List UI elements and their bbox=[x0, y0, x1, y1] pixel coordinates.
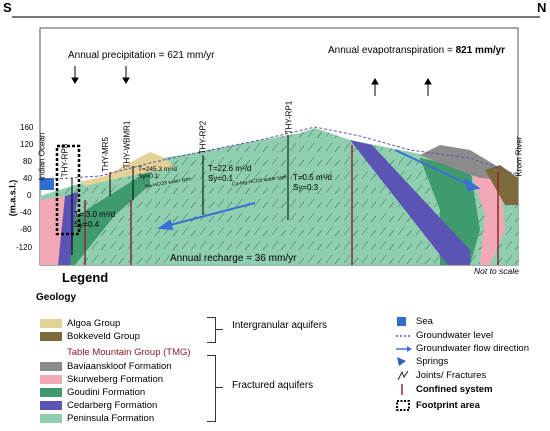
y-tick-m80: -80 bbox=[20, 225, 32, 234]
params-b: T=22.6 m²/d Sy=0.1 bbox=[208, 164, 251, 184]
intergranular-brace bbox=[207, 317, 216, 343]
legend-title: Legend bbox=[62, 270, 109, 285]
params-c-t: T=0.5 m²/d bbox=[293, 173, 332, 182]
params-b-s: Sy=0.1 bbox=[208, 174, 234, 183]
symbol-label: Groundwater level bbox=[416, 330, 494, 341]
evapotranspiration-arrows bbox=[371, 78, 432, 96]
fracture-icon bbox=[396, 370, 412, 381]
symbol-label: Sea bbox=[416, 316, 433, 327]
symbol-label: Springs bbox=[416, 356, 449, 367]
params-b-t: T=22.6 m²/d bbox=[208, 164, 252, 173]
bokkeveld-group bbox=[485, 165, 518, 205]
well-rp1: THY-RP1 bbox=[284, 100, 294, 135]
params-c-s: Sy=0.3 bbox=[293, 183, 319, 192]
south-label: S bbox=[3, 0, 12, 15]
precipitation-label: Annual precipitation = 621 mm/yr bbox=[68, 50, 215, 61]
ocean-label: Indian Ocean bbox=[37, 132, 47, 181]
skurweberg-formation bbox=[40, 196, 65, 265]
params-d-s: Sy=0.4 bbox=[74, 220, 100, 229]
well-lines bbox=[71, 135, 289, 255]
north-label: N bbox=[537, 0, 547, 15]
well-wbmr1: THY-WBMR1 bbox=[122, 120, 132, 169]
evapotranspiration-value: 821 mm/yr bbox=[455, 45, 506, 56]
params-a-s: Sy=0.1 bbox=[138, 173, 159, 180]
algoa-label: Algoa Group bbox=[67, 318, 121, 329]
formation-swatch bbox=[40, 414, 62, 423]
dashed-line-icon bbox=[396, 330, 412, 341]
formation-label: Baviaanskloof Formation bbox=[67, 361, 172, 372]
formation-swatch bbox=[40, 388, 62, 397]
intergranular-tick bbox=[215, 329, 223, 330]
y-tick-m40: -40 bbox=[20, 208, 32, 217]
symbol-label: Joints/ Fractures bbox=[416, 370, 487, 381]
symbol-label: Groundwater flow direction bbox=[416, 343, 529, 354]
cedarberg-formation bbox=[58, 192, 78, 265]
fractured-brace bbox=[207, 355, 216, 422]
bokkeveld-swatch bbox=[40, 332, 62, 341]
baviaanskloof-formation bbox=[420, 145, 505, 180]
groundwater-level bbox=[39, 126, 519, 181]
top-bar bbox=[12, 16, 540, 18]
evapotranspiration-label: Annual evapotranspiration = 821 mm/yr bbox=[328, 45, 505, 56]
y-tick-m120: -120 bbox=[16, 243, 33, 252]
ocean bbox=[40, 178, 54, 190]
geology-title: Geology bbox=[36, 292, 77, 303]
well-rp2: THY-RP2 bbox=[198, 120, 208, 155]
arrow-icon bbox=[396, 343, 412, 354]
algoa-swatch bbox=[40, 319, 62, 328]
params-a-t: T=245.3 m²/d bbox=[138, 166, 177, 173]
fractured-label: Fractured aquifers bbox=[232, 380, 314, 391]
y-tick-120: 120 bbox=[20, 140, 34, 149]
formation-label: Goudini Formation bbox=[67, 387, 146, 398]
params-d: T= 3.0 m²/d Sy=0.4 bbox=[74, 210, 115, 230]
sea-square-icon bbox=[396, 316, 412, 327]
well-mr5: THY-MR5 bbox=[100, 137, 110, 172]
y-tick-80: 80 bbox=[23, 157, 32, 166]
recharge-label: Annual recharge = 36 mm/yr bbox=[170, 253, 297, 264]
y-tick-160: 160 bbox=[20, 123, 34, 132]
tmg-label: Table Mountain Group (TMG) bbox=[67, 347, 191, 358]
flow-arrows bbox=[157, 149, 481, 231]
formation-label: Peninsula Formation bbox=[67, 413, 155, 424]
symbol-label: Confined system bbox=[416, 384, 493, 395]
params-a: T=245.3 m²/d Sy=0.1 bbox=[138, 166, 177, 180]
footprint-area bbox=[55, 144, 81, 236]
formation-label: Skurweberg Formation bbox=[67, 374, 164, 385]
params-d-t: T= 3.0 m²/d bbox=[74, 210, 116, 219]
river-label: Krom River bbox=[514, 136, 524, 177]
evapotranspiration-text: Annual evapotranspiration = bbox=[328, 45, 456, 56]
formation-swatch bbox=[40, 375, 62, 384]
spring-triangle-icon bbox=[396, 356, 412, 367]
bar-icon bbox=[396, 384, 412, 395]
algoa-group bbox=[80, 152, 175, 186]
intergranular-label: Intergranular aquifers bbox=[232, 320, 328, 331]
symbol-label: Footprint area bbox=[416, 400, 480, 411]
scale-note: Not to scale bbox=[474, 266, 519, 276]
well-rp8: THY-RP8 bbox=[60, 143, 70, 178]
dotted-box-icon bbox=[396, 400, 412, 411]
bokkeveld-label: Bokkeveld Group bbox=[67, 331, 140, 342]
y-tick-0: 0 bbox=[27, 191, 32, 200]
confined-bars bbox=[84, 145, 499, 265]
formation-label: Cedarberg Formation bbox=[67, 400, 158, 411]
formation-swatch bbox=[40, 362, 62, 371]
formation-swatch bbox=[40, 401, 62, 410]
fractured-tick bbox=[215, 387, 223, 388]
precipitation-arrows bbox=[71, 66, 130, 84]
cross-section bbox=[39, 27, 519, 266]
params-c: T=0.5 m²/d Sy=0.3 bbox=[293, 173, 332, 193]
y-tick-40: 40 bbox=[23, 174, 32, 183]
